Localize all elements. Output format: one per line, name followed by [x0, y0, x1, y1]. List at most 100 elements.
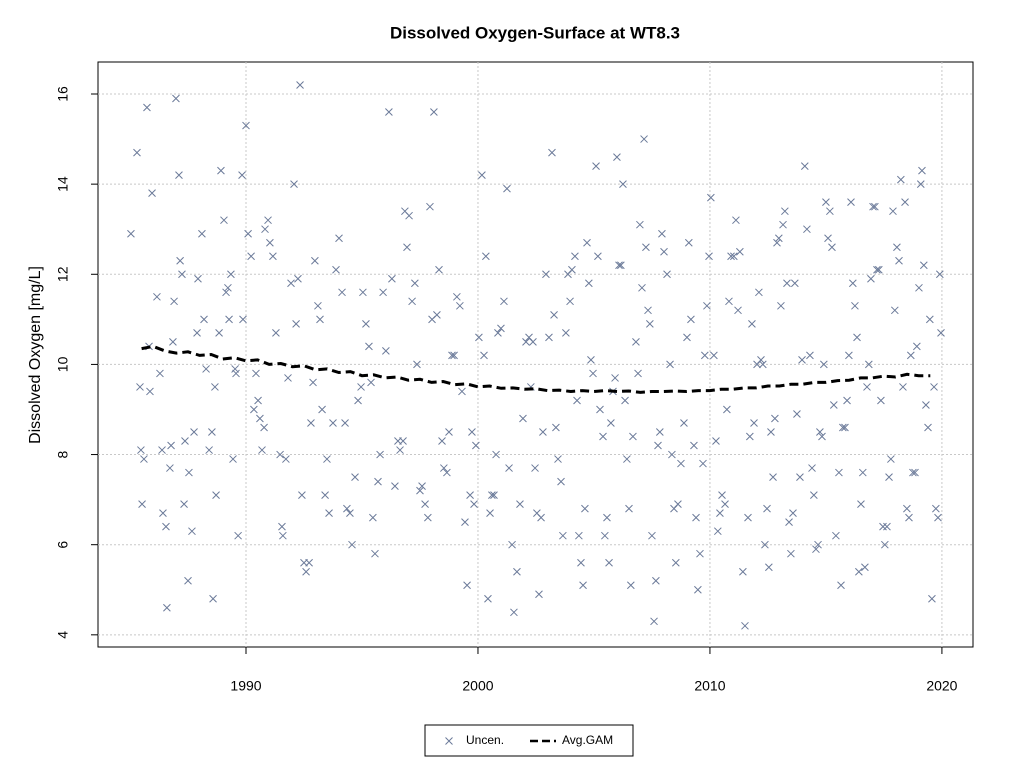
data-point: [488, 491, 496, 499]
data-point: [723, 405, 731, 414]
data-point: [893, 243, 901, 252]
data-point: [550, 310, 558, 319]
data-point: [482, 252, 490, 261]
data-point: [202, 365, 210, 373]
y-tick-label: 14: [55, 176, 71, 192]
data-point: [468, 428, 476, 436]
data-point: [535, 590, 543, 599]
data-point: [276, 450, 284, 459]
data-point: [184, 576, 192, 585]
data-point: [668, 450, 676, 459]
data-point: [244, 229, 252, 238]
data-point: [298, 491, 306, 499]
data-point: [424, 513, 432, 522]
data-point: [744, 513, 752, 522]
data-point: [725, 297, 733, 306]
data-point: [617, 261, 625, 270]
data-point: [486, 509, 494, 517]
data-point: [475, 333, 483, 342]
legend-label: Avg.GAM: [562, 733, 613, 747]
data-point: [652, 576, 660, 585]
data-point: [505, 464, 513, 472]
data-point: [545, 333, 553, 342]
data-point: [287, 279, 295, 288]
data-point: [430, 108, 438, 116]
data-point: [284, 374, 292, 382]
data-point: [351, 473, 359, 481]
data-point: [658, 229, 666, 238]
data-point: [215, 329, 223, 337]
data-point: [589, 369, 597, 378]
data-point: [857, 500, 865, 508]
y-tick-label: 12: [55, 266, 71, 282]
data-point: [234, 531, 242, 540]
data-point: [587, 356, 595, 364]
data-point: [396, 446, 404, 454]
data-point: [478, 171, 486, 179]
data-point: [497, 324, 505, 333]
data-point: [909, 468, 917, 477]
data-point: [906, 351, 915, 360]
data-point: [167, 441, 175, 450]
data-point: [371, 549, 379, 558]
data-point: [889, 207, 897, 216]
data-point: [925, 315, 934, 324]
data-point: [634, 369, 642, 378]
data-point: [757, 356, 765, 364]
data-point: [871, 202, 879, 211]
data-point: [224, 283, 232, 292]
data-point: [418, 482, 426, 490]
data-point: [934, 513, 942, 522]
data-point: [537, 513, 545, 522]
data-point: [162, 522, 170, 531]
data-point: [625, 504, 633, 513]
data-point: [309, 378, 317, 387]
y-axis-label: Dissolved Oxygen [mg/L]: [27, 266, 44, 444]
data-point: [492, 450, 500, 459]
data-point: [615, 261, 623, 270]
data-point: [421, 500, 429, 508]
data-point: [554, 455, 562, 463]
data-point: [311, 256, 319, 265]
legend-marker: [445, 737, 453, 745]
data-point: [873, 265, 881, 274]
data-point: [362, 319, 370, 328]
data-point: [915, 283, 923, 292]
data-point: [399, 437, 407, 445]
data-point: [847, 198, 855, 207]
data-point: [403, 243, 411, 252]
data-point: [632, 338, 640, 346]
data-point: [166, 464, 174, 472]
data-point: [599, 432, 607, 441]
data-point: [874, 265, 883, 274]
data-point: [736, 247, 744, 256]
data-point: [188, 527, 196, 536]
data-point: [603, 513, 611, 522]
data-point: [897, 175, 905, 184]
data-point: [519, 414, 527, 423]
data-point: [654, 441, 662, 450]
data-point: [252, 369, 260, 378]
data-point: [755, 288, 763, 297]
data-point: [592, 162, 600, 170]
data-point: [924, 423, 932, 432]
data-point: [542, 270, 550, 279]
data-point: [272, 329, 280, 337]
x-tick-label: 2010: [694, 678, 725, 694]
data-point: [843, 396, 851, 405]
data-point: [443, 468, 451, 477]
data-point: [903, 504, 911, 513]
data-point: [916, 180, 925, 188]
data-point: [806, 351, 814, 360]
data-point: [325, 509, 333, 517]
data-point: [629, 432, 637, 441]
data-point: [648, 531, 656, 540]
data-point: [260, 423, 268, 432]
data-point: [758, 360, 767, 369]
data-point: [869, 202, 877, 211]
data-point: [338, 288, 346, 297]
data-point: [911, 468, 919, 477]
data-point: [391, 482, 399, 490]
data-point: [212, 491, 220, 499]
data-point: [822, 198, 830, 207]
